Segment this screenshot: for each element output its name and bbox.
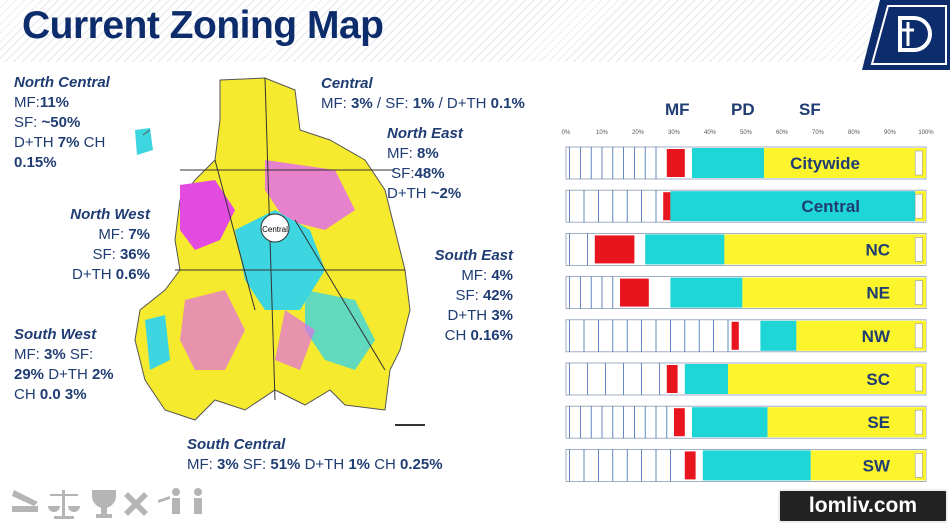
- x-tick-label: 10%: [596, 130, 609, 136]
- city-logo-icon: [862, 0, 950, 70]
- x-tick-label: 0%: [562, 130, 571, 136]
- x-tick-label: 60%: [776, 130, 789, 136]
- footer-icons: [12, 488, 202, 519]
- watermark-badge: lomliv.com: [778, 489, 948, 523]
- south-west-label: South West MF: 3% SF: 29% D+TH 2% CH 0.0…: [14, 326, 114, 403]
- zoning-bar-chart: 0% 10% 20% 30% 40% 50% 60% 70% 80% 90% 100% Citywid…: [562, 130, 934, 482]
- x-tick-label: 70%: [812, 130, 825, 136]
- bar-pd: [670, 277, 743, 308]
- bar-end-cap: [914, 193, 923, 219]
- bar-pd: [692, 148, 764, 178]
- x-tick-label: 50%: [740, 130, 753, 136]
- bar-sf: [728, 364, 926, 394]
- bar-category-label: SE: [867, 413, 890, 432]
- x-tick-label: 100%: [918, 130, 934, 136]
- legend-header-mf: MF: [665, 100, 690, 119]
- north-west-label: North West MF: 7% SF: 36% D+TH 0.6%: [70, 206, 150, 283]
- bar-pd: [760, 320, 797, 351]
- bar-mf: [663, 192, 671, 221]
- page-title: Current Zoning Map: [22, 4, 384, 47]
- x-tick-label: 90%: [884, 130, 897, 136]
- bar-pd: [645, 234, 725, 265]
- scale-icon: [48, 490, 80, 519]
- bar-mf: [684, 451, 696, 480]
- bar-mf: [674, 408, 685, 437]
- bar-pd: [684, 364, 728, 394]
- legend-header-pd: PD: [731, 100, 755, 119]
- bar-mf: [620, 278, 649, 307]
- bar-mf: [666, 149, 685, 177]
- bar-category-label: SW: [863, 456, 891, 475]
- south-central-label: South Central MF: 3% SF: 51% D+TH 1% CH …: [187, 436, 443, 473]
- bar-sf: [796, 320, 926, 351]
- cross-icon: [124, 492, 148, 516]
- south-east-label: South East MF: 4% SF: 42% D+TH 3% CH 0.1…: [434, 247, 513, 344]
- map-label-central: Central: [262, 225, 288, 234]
- bar-category-label: NC: [865, 240, 890, 259]
- bar-category-label: Citywide: [790, 154, 860, 173]
- bar-category-label: SC: [866, 370, 890, 389]
- x-tick-label: 30%: [668, 130, 681, 136]
- people-icon: [158, 488, 202, 514]
- bar-end-cap: [914, 280, 923, 305]
- bar-pd: [702, 450, 811, 481]
- bar-end-cap: [914, 409, 923, 435]
- x-tick-label: 80%: [848, 130, 861, 136]
- central-label: Central MF: 3% / SF: 1% / D+TH 0.1%: [321, 75, 525, 112]
- bar-end-cap: [914, 453, 923, 478]
- bar-sf: [767, 407, 926, 438]
- bar-end-cap: [914, 237, 923, 262]
- bar-end-cap: [914, 323, 923, 349]
- zoning-map: Central: [134, 77, 425, 426]
- bar-mf: [594, 235, 635, 264]
- bar-pd: [670, 191, 916, 222]
- bar-end-cap: [914, 366, 923, 392]
- bar-sf: [764, 148, 926, 178]
- bar-sf: [724, 234, 926, 265]
- justice-icon: [12, 490, 38, 512]
- bar-pd: [692, 407, 768, 438]
- bar-mf: [731, 321, 739, 350]
- bar-sf: [810, 450, 926, 481]
- bar-category-label: Central: [801, 197, 860, 216]
- bar-category-label: NE: [866, 284, 890, 303]
- x-tick-label: 40%: [704, 130, 717, 136]
- header-hatch-background: [0, 0, 950, 62]
- bar-end-cap: [914, 150, 923, 176]
- north-east-label: North East MF: 8% SF:48% D+TH ~2%: [387, 125, 463, 202]
- bar-category-label: NW: [862, 327, 891, 346]
- legend-header-sf: SF: [799, 100, 821, 119]
- north-central-label: North Central MF:11% SF: ~50% D+TH 7% CH…: [14, 74, 110, 171]
- trophy-icon: [92, 490, 116, 518]
- bar-mf: [666, 365, 678, 393]
- bar-sf: [742, 277, 926, 308]
- x-tick-label: 20%: [632, 130, 645, 136]
